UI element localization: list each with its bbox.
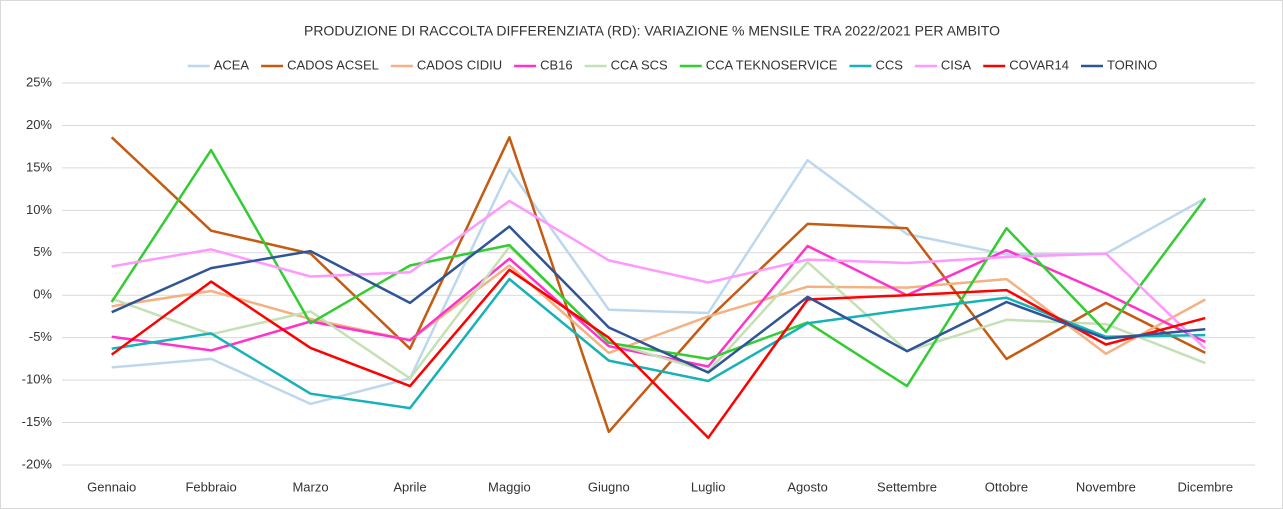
series-line xyxy=(111,277,1206,410)
legend-label: CB16 xyxy=(540,57,573,72)
y-tick-label: -20% xyxy=(22,456,53,471)
legend-label: CCS xyxy=(875,57,903,72)
x-tick-label: Luglio xyxy=(691,479,726,494)
series-line xyxy=(110,268,1206,440)
legend-label: ACEA xyxy=(214,57,250,72)
x-tick-label: Ottobre xyxy=(985,479,1028,494)
y-tick-label: 5% xyxy=(33,244,52,259)
legend-label: CCA SCS xyxy=(611,57,668,72)
x-tick-label: Maggio xyxy=(488,479,531,494)
y-tick-label: 10% xyxy=(26,202,52,217)
x-tick-label: Novembre xyxy=(1076,479,1136,494)
x-tick-label: Agosto xyxy=(787,479,827,494)
series-line xyxy=(111,199,1207,350)
chart-title: PRODUZIONE DI RACCOLTA DIFFERENZIATA (RD… xyxy=(304,23,1000,39)
legend-label: CISA xyxy=(941,57,972,72)
y-tick-label: -5% xyxy=(29,329,53,344)
x-tick-label: Marzo xyxy=(292,479,328,494)
y-tick-label: 20% xyxy=(26,117,52,132)
series-line xyxy=(111,225,1206,374)
legend-label: CCA TEKNOSERVICE xyxy=(706,57,838,72)
legend-label: COVAR14 xyxy=(1009,57,1069,72)
x-tick-label: Settembre xyxy=(877,479,937,494)
legend-label: CADOS CIDIU xyxy=(417,57,502,72)
x-tick-label: Febbraio xyxy=(185,479,236,494)
legend-label: TORINO xyxy=(1107,57,1157,72)
x-tick-label: Giugno xyxy=(588,479,630,494)
legend-label: CADOS ACSEL xyxy=(287,57,379,72)
series-line xyxy=(110,136,1206,434)
x-tick-label: Dicembre xyxy=(1177,479,1233,494)
x-tick-label: Aprile xyxy=(393,479,426,494)
y-tick-label: -15% xyxy=(22,414,53,429)
y-tick-label: 0% xyxy=(33,287,52,302)
x-tick-label: Gennaio xyxy=(87,479,136,494)
y-tick-label: -10% xyxy=(22,372,53,387)
series-line xyxy=(111,158,1206,406)
series-line xyxy=(111,245,1206,380)
y-tick-label: 25% xyxy=(26,74,52,89)
y-tick-label: 15% xyxy=(26,159,52,174)
